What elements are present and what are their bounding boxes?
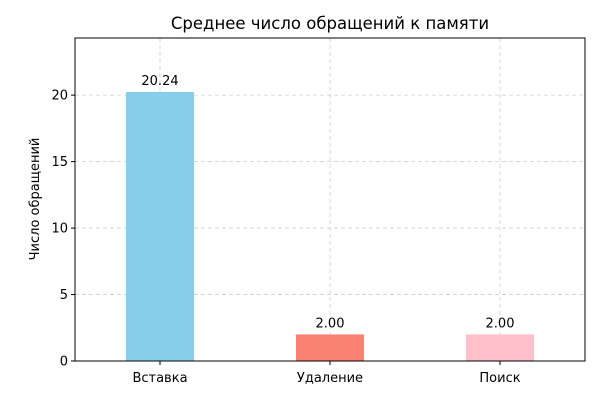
y-tick-label: 5 — [60, 288, 68, 303]
x-axis: Вставка Удаление Поиск — [132, 361, 521, 386]
bar-value-label: 20.24 — [141, 74, 178, 89]
bar-value-labels: 20.24 2.00 2.00 — [141, 74, 514, 331]
y-axis-label: Число обращений — [28, 138, 43, 261]
bar-1 — [126, 91, 194, 362]
chart-title: Среднее число обращений к памяти — [171, 14, 489, 33]
bar-value-label: 2.00 — [486, 316, 515, 331]
x-tick-label: Поиск — [479, 371, 520, 386]
y-tick-label: 10 — [51, 222, 68, 237]
y-tick-label: 0 — [60, 355, 68, 370]
y-axis: 0 5 10 15 20 — [51, 89, 75, 370]
x-tick-label: Удаление — [297, 371, 363, 386]
bars — [126, 91, 534, 362]
bar-2 — [296, 334, 364, 361]
y-tick-label: 20 — [51, 89, 68, 104]
x-tick-label: Вставка — [132, 371, 187, 386]
bar-3 — [466, 334, 534, 361]
bar-value-label: 2.00 — [316, 316, 345, 331]
y-tick-label: 15 — [51, 155, 68, 170]
